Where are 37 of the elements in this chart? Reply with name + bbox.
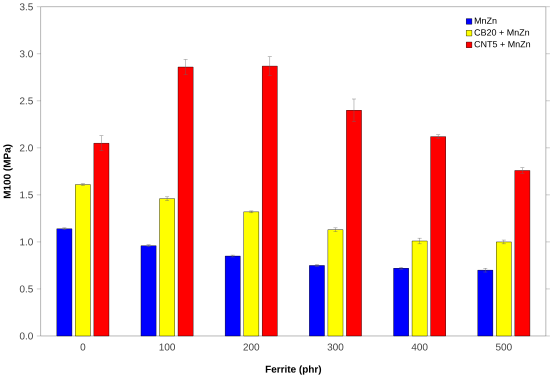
bar (56, 228, 72, 336)
y-tick-label: 0.0 (20, 332, 33, 340)
x-axis-title: Ferrite (phr) (266, 365, 322, 375)
legend-label: CB20 + MnZn (474, 29, 530, 36)
y-axis-title: M100 (MPa) (3, 144, 13, 198)
y-tick-label: 2.5 (20, 97, 33, 104)
bar (243, 212, 260, 336)
bar (224, 256, 241, 336)
x-tick-label: 0 (80, 344, 86, 351)
x-tick-label: 300 (328, 344, 344, 351)
x-tick-label: 100 (160, 344, 175, 351)
y-tick-label: 1.5 (20, 191, 33, 198)
x-tick-label: 500 (496, 344, 512, 351)
y-tick-label: 2.0 (20, 144, 33, 152)
bar (430, 136, 446, 336)
bar (309, 265, 325, 336)
y-tick-label: 3.0 (20, 50, 33, 58)
bar (328, 230, 344, 336)
y-tick-label: 1.0 (20, 238, 33, 246)
bar (478, 270, 494, 336)
bar (140, 246, 156, 336)
bar (412, 240, 428, 336)
bar (94, 143, 110, 336)
bar (159, 198, 175, 336)
bar (178, 66, 194, 336)
bar (346, 110, 362, 336)
bar (514, 170, 530, 336)
legend-label: CNT5 + MnZn (474, 41, 530, 48)
bar (393, 268, 409, 336)
y-tick-label: 0.5 (20, 285, 33, 292)
y-tick-label: 3.5 (20, 3, 33, 10)
bar (496, 242, 512, 336)
x-tick-label: 200 (243, 344, 260, 351)
x-tick-label: 400 (412, 344, 428, 351)
bar (262, 66, 278, 336)
legend-label: MnZn (474, 18, 496, 24)
bar (75, 184, 91, 336)
